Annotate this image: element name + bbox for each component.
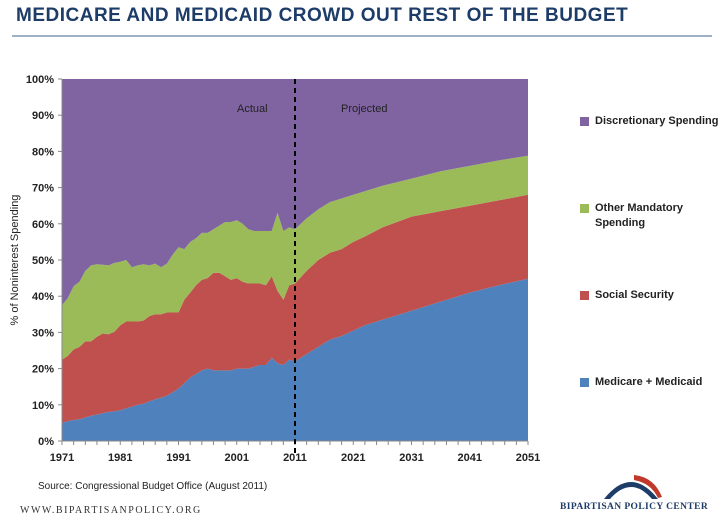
legend-swatch-medicare-medicaid [580,378,589,387]
legend-social-security: Social Security [580,288,720,303]
legend-swatch-other-mandatory [580,204,589,213]
title-divider [12,35,712,37]
chart-title: MEDICARE AND MEDICAID CROWD OUT REST OF … [16,5,629,26]
logo-arc-blue [604,482,658,499]
y-axis-title: % of Noninterest Spending [9,195,21,326]
logo-arc-red [634,475,662,498]
x-tick-label: 2041 [458,452,482,464]
x-tick-label: 2021 [341,452,365,464]
y-tick-label: 30% [32,327,54,339]
legend-swatch-social-security [580,291,589,300]
source-note: Source: Congressional Budget Office (Aug… [38,481,268,492]
y-tick-label: 20% [32,364,54,376]
y-tick-label: 70% [32,183,54,195]
projected-label: Projected [341,103,387,115]
legend-medicare-medicaid: Medicare + Medicaid [580,375,720,390]
actual-label: Actual [237,103,268,115]
bpc-logo-icon [604,475,662,499]
legend-label-other-mandatory: Other Mandatory Spending [595,202,684,229]
y-tick-label: 80% [32,146,54,158]
y-tick-label: 100% [26,74,54,86]
area-medicare-medicaid [62,278,528,441]
legend-label-social-security: Social Security [595,289,674,301]
legend-swatch-discretionary [580,117,589,126]
y-tick-label: 0% [38,436,54,448]
bpc-logo-text: BIPARTISAN POLICY CENTER [560,502,709,512]
legend-other-mandatory: Other Mandatory Spending [580,201,720,231]
x-tick-label: 2001 [225,452,249,464]
x-tick-label: 1991 [166,452,190,464]
y-tick-label: 40% [32,291,54,303]
y-tick-label: 50% [32,255,54,267]
area-other-mandatory-spending [62,155,528,360]
legend-label-medicare-medicaid: Medicare + Medicaid [595,376,703,388]
y-tick-label: 60% [32,219,54,231]
x-tick-label: 2031 [399,452,423,464]
area-discretionary-spending [62,79,528,306]
legend-discretionary: Discretionary Spending [580,114,720,129]
footer-url-link[interactable]: WWW.BIPARTISANPOLICY.ORG [20,505,202,516]
y-tick-label: 90% [32,110,54,122]
legend-label-discretionary: Discretionary Spending [595,115,719,127]
x-tick-label: 2051 [516,452,540,464]
x-tick-label: 1981 [108,452,132,464]
y-tick-label: 10% [32,400,54,412]
x-tick-label: 2011 [283,452,307,464]
x-tick-label: 1971 [50,452,74,464]
